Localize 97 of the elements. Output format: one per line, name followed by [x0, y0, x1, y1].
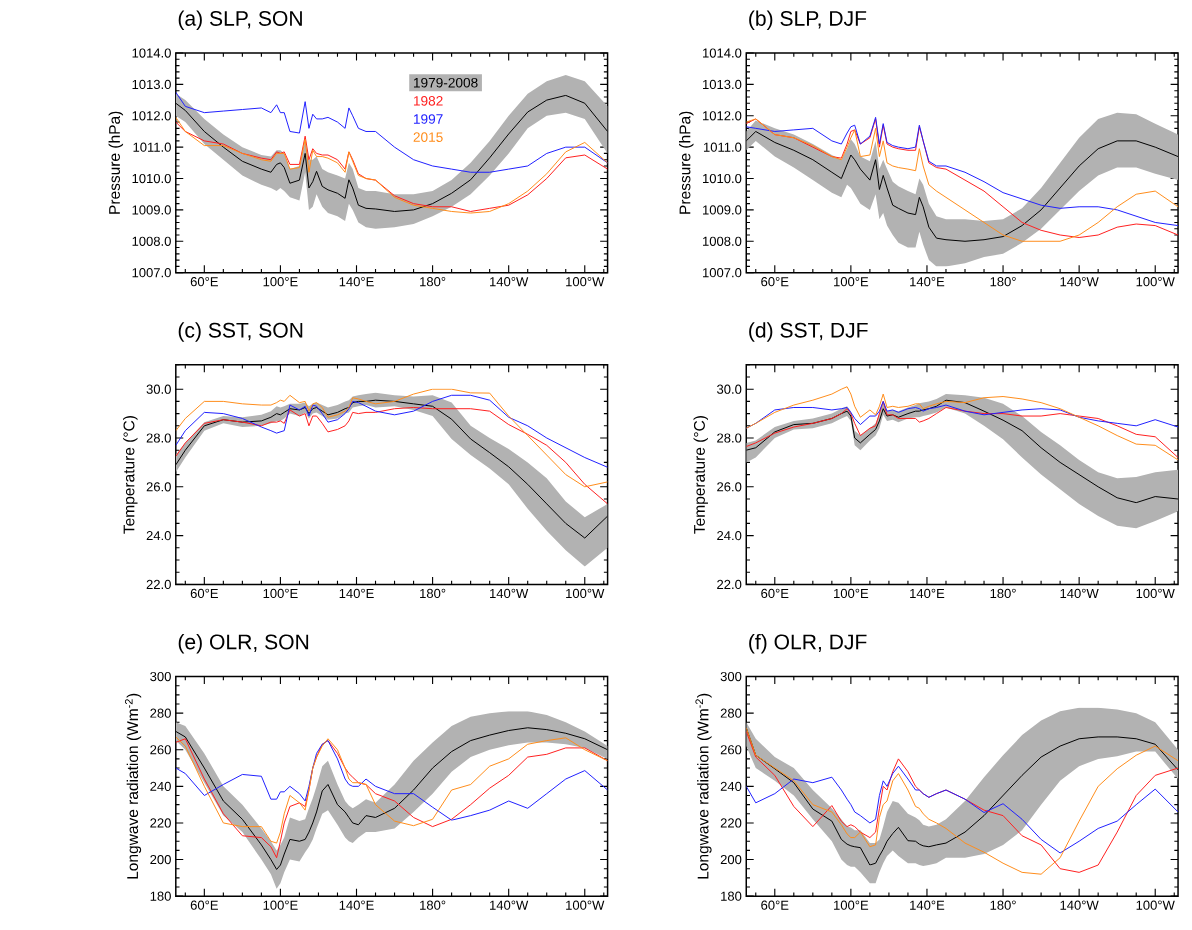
y-tick-label: 220 [150, 818, 171, 828]
y-tick-label: 200 [720, 855, 742, 865]
chart-title: (b) SLP, DJF [749, 10, 867, 31]
y-tick-label: 30.0 [146, 384, 171, 394]
x-tick-label: 140°W [490, 588, 529, 599]
x-tick-label: 60°E [190, 588, 218, 599]
y-tick-label: 1013.0 [132, 79, 171, 90]
x-tick-label: 100°W [566, 900, 605, 910]
y-axis-title: Pressure (hPa) [679, 111, 694, 214]
text: 1979-2008 [413, 78, 478, 88]
y-tick-label: 180 [150, 891, 171, 901]
x-tick-label: 60°E [761, 900, 789, 910]
x-tick-label: 140°E [910, 277, 945, 287]
y-tick-label: 28.0 [717, 433, 742, 443]
x-tick-label: 180° [990, 900, 1016, 910]
y-tick-label: 26.0 [146, 482, 171, 492]
y-tick-label: 24.0 [146, 531, 171, 541]
x-tick-label: 140°W [490, 277, 529, 287]
chart-title: (a) SLP, SON [178, 10, 302, 31]
x-tick-label: 140°W [1060, 277, 1099, 287]
y-tick-label: 260 [150, 745, 171, 755]
x-tick-label: 60°E [190, 277, 218, 287]
y-axis-title: Longwave radiation (Wm$^{-2}$) [695, 693, 712, 879]
chart-title: (e) OLR, SON [178, 634, 309, 654]
x-tick-label: 140°W [1060, 588, 1099, 599]
y-tick-label: 1009.0 [132, 205, 171, 215]
x-tick-label: 100°W [1136, 900, 1175, 910]
y-tick-label: 1014.0 [703, 48, 742, 58]
line-series [746, 386, 1179, 461]
x-tick-label: 100°E [263, 900, 298, 910]
y-tick-label: 1010.0 [132, 174, 171, 184]
x-tick-label: 180° [990, 277, 1016, 287]
y-tick-label: 28.0 [146, 433, 171, 443]
x-tick-label: 100°W [1136, 277, 1175, 287]
y-tick-label: 300 [720, 672, 742, 682]
text: 2015 [413, 132, 443, 143]
x-tick-label: 100°E [834, 900, 869, 910]
x-tick-label: 100°E [263, 588, 298, 599]
x-tick-label: 60°E [761, 588, 789, 599]
line-series [175, 388, 608, 488]
x-tick-label: 180° [420, 588, 446, 599]
y-tick-label: 240 [150, 781, 171, 792]
x-tick-label: 60°E [190, 900, 218, 910]
y-tick-label: 1007.0 [132, 268, 171, 278]
y-axis-title: Pressure (hPa) [108, 111, 124, 214]
y-tick-label: 200 [150, 855, 171, 865]
x-tick-label: 140°W [490, 900, 529, 910]
x-tick-label: 140°E [910, 900, 945, 910]
line-series [175, 91, 608, 173]
y-tick-label: 260 [720, 745, 742, 755]
x-tick-label: 180° [990, 588, 1016, 599]
y-tick-label: 220 [720, 818, 742, 828]
y-tick-label: 240 [720, 781, 742, 792]
y-tick-label: 22.0 [717, 579, 742, 590]
y-tick-label: 26.0 [717, 482, 742, 492]
y-tick-label: 1008.0 [132, 236, 171, 247]
y-tick-label: 1014.0 [132, 48, 171, 58]
text: 1997 [413, 114, 443, 124]
y-tick-label: 1009.0 [703, 205, 742, 215]
x-tick-label: 100°E [834, 588, 869, 599]
y-tick-label: 280 [720, 708, 742, 718]
x-tick-label: 180° [420, 900, 446, 910]
y-tick-label: 1011.0 [703, 142, 742, 152]
y-tick-label: 1013.0 [703, 79, 742, 90]
y-axis-title: Temperature (°C) [123, 416, 138, 534]
chart-title: (d) SST, DJF [749, 322, 868, 342]
x-tick-label: 100°E [834, 277, 869, 287]
chart-title: (c) SST, SON [178, 322, 303, 342]
y-tick-label: 22.0 [146, 579, 171, 590]
text: 1982 [413, 96, 443, 106]
y-tick-label: 1012.0 [132, 111, 171, 121]
y-tick-label: 1012.0 [703, 111, 742, 121]
y-tick-label: 300 [150, 672, 171, 682]
y-tick-label: 1011.0 [133, 142, 171, 152]
y-tick-label: 1010.0 [703, 174, 742, 184]
x-tick-label: 140°E [910, 588, 945, 599]
x-tick-label: 140°E [339, 588, 374, 599]
x-tick-label: 140°W [1060, 900, 1099, 910]
x-tick-label: 140°E [339, 900, 374, 910]
chart-title: (f) OLR, DJF [749, 634, 867, 654]
line-series [175, 740, 608, 821]
line-series [746, 765, 1179, 854]
y-tick-label: 1008.0 [703, 236, 742, 247]
x-tick-label: 100°W [1136, 588, 1175, 599]
y-tick-label: 280 [150, 708, 171, 718]
x-tick-label: 60°E [761, 277, 789, 287]
x-tick-label: 180° [420, 277, 446, 287]
y-tick-label: 1007.0 [703, 268, 742, 278]
x-tick-label: 100°W [566, 277, 605, 287]
y-tick-label: 30.0 [717, 384, 742, 394]
y-tick-label: 24.0 [717, 531, 742, 541]
y-axis-title: Temperature (°C) [693, 416, 708, 534]
x-tick-label: 100°E [263, 277, 298, 287]
x-tick-label: 140°E [339, 277, 374, 287]
y-axis-title: Longwave radiation (Wm$^{-2}$) [124, 693, 142, 879]
x-tick-label: 100°W [566, 588, 605, 599]
y-tick-label: 180 [721, 891, 742, 901]
